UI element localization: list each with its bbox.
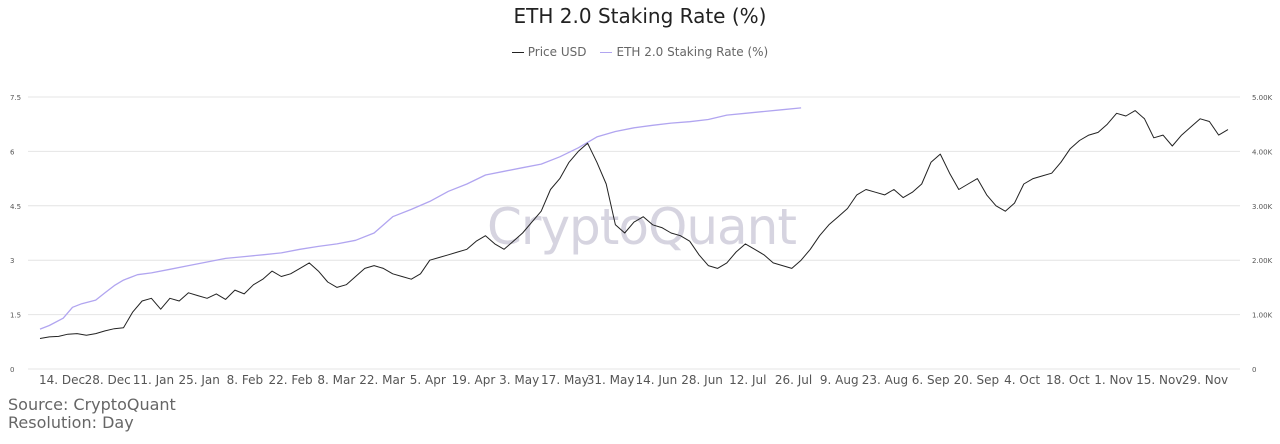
x-tick-label: 6. Sep	[912, 373, 950, 387]
x-tick-label: 23. Aug	[862, 373, 908, 387]
x-tick-label: 28. Jun	[681, 373, 723, 387]
x-tick-label: 18. Oct	[1046, 373, 1090, 387]
x-tick-label: 19. Apr	[452, 373, 496, 387]
y-right-tick-label: 5.00K	[1252, 94, 1273, 102]
chart-footer: Source: CryptoQuant Resolution: Day	[8, 396, 176, 432]
x-tick-label: 1. Nov	[1094, 373, 1133, 387]
y-left-tick-label: 4.5	[10, 203, 21, 211]
legend: Price USD ETH 2.0 Staking Rate (%)	[0, 45, 1280, 59]
x-tick-label: 22. Feb	[269, 373, 313, 387]
y-right-tick-label: 2.00K	[1252, 257, 1273, 265]
x-tick-label: 3. May	[499, 373, 539, 387]
x-tick-label: 29. Nov	[1182, 373, 1228, 387]
chart-title: ETH 2.0 Staking Rate (%)	[513, 4, 767, 28]
staking-rate-line	[39, 107, 802, 330]
x-tick-label: 9. Aug	[820, 373, 859, 387]
legend-item-staking-rate[interactable]: ETH 2.0 Staking Rate (%)	[600, 45, 768, 59]
legend-price-label: Price USD	[527, 45, 587, 59]
x-tick-label: 14. Jun	[636, 373, 678, 387]
x-tick-label: 15. Nov	[1136, 373, 1182, 387]
x-tick-label: 12. Jul	[729, 373, 766, 387]
x-tick-label: 4. Oct	[1004, 373, 1040, 387]
y-left-tick-label: 7.5	[10, 94, 21, 102]
watermark-logo: CryptoQuant	[487, 198, 797, 256]
legend-rate-label: ETH 2.0 Staking Rate (%)	[616, 45, 769, 59]
price-line	[39, 110, 1229, 339]
y-right-tick-label: 0	[1252, 366, 1256, 374]
x-tick-label: 8. Mar	[317, 373, 355, 387]
y-left-tick-label: 6	[10, 148, 15, 156]
x-tick-label: 22. Mar	[359, 373, 405, 387]
x-tick-label: 20. Sep	[954, 373, 1000, 387]
x-tick-label: 8. Feb	[227, 373, 264, 387]
x-tick-label: 11. Jan	[133, 373, 174, 387]
x-tick-label: 26. Jul	[775, 373, 812, 387]
x-tick-label: 14. Dec	[39, 373, 85, 387]
y-left-tick-label: 1.5	[10, 312, 21, 320]
legend-item-price[interactable]: Price USD	[511, 45, 587, 59]
source-text: Source: CryptoQuant	[8, 395, 176, 414]
resolution-text: Resolution: Day	[8, 413, 134, 432]
y-right-tick-label: 3.00K	[1252, 203, 1273, 211]
x-tick-label: 28. Dec	[85, 373, 131, 387]
y-left-tick-label: 0	[10, 366, 14, 374]
x-tick-label: 25. Jan	[178, 373, 219, 387]
y-left-tick-label: 3	[10, 257, 14, 265]
x-tick-label: 5. Apr	[410, 373, 446, 387]
x-tick-label: 17. May	[541, 373, 589, 387]
x-tick-label: 31. May	[587, 373, 635, 387]
y-right-tick-label: 1.00K	[1252, 312, 1273, 320]
price-line-swatch	[511, 51, 524, 53]
y-right-tick-label: 4.00K	[1252, 148, 1273, 156]
staking-rate-line-swatch	[600, 51, 613, 53]
